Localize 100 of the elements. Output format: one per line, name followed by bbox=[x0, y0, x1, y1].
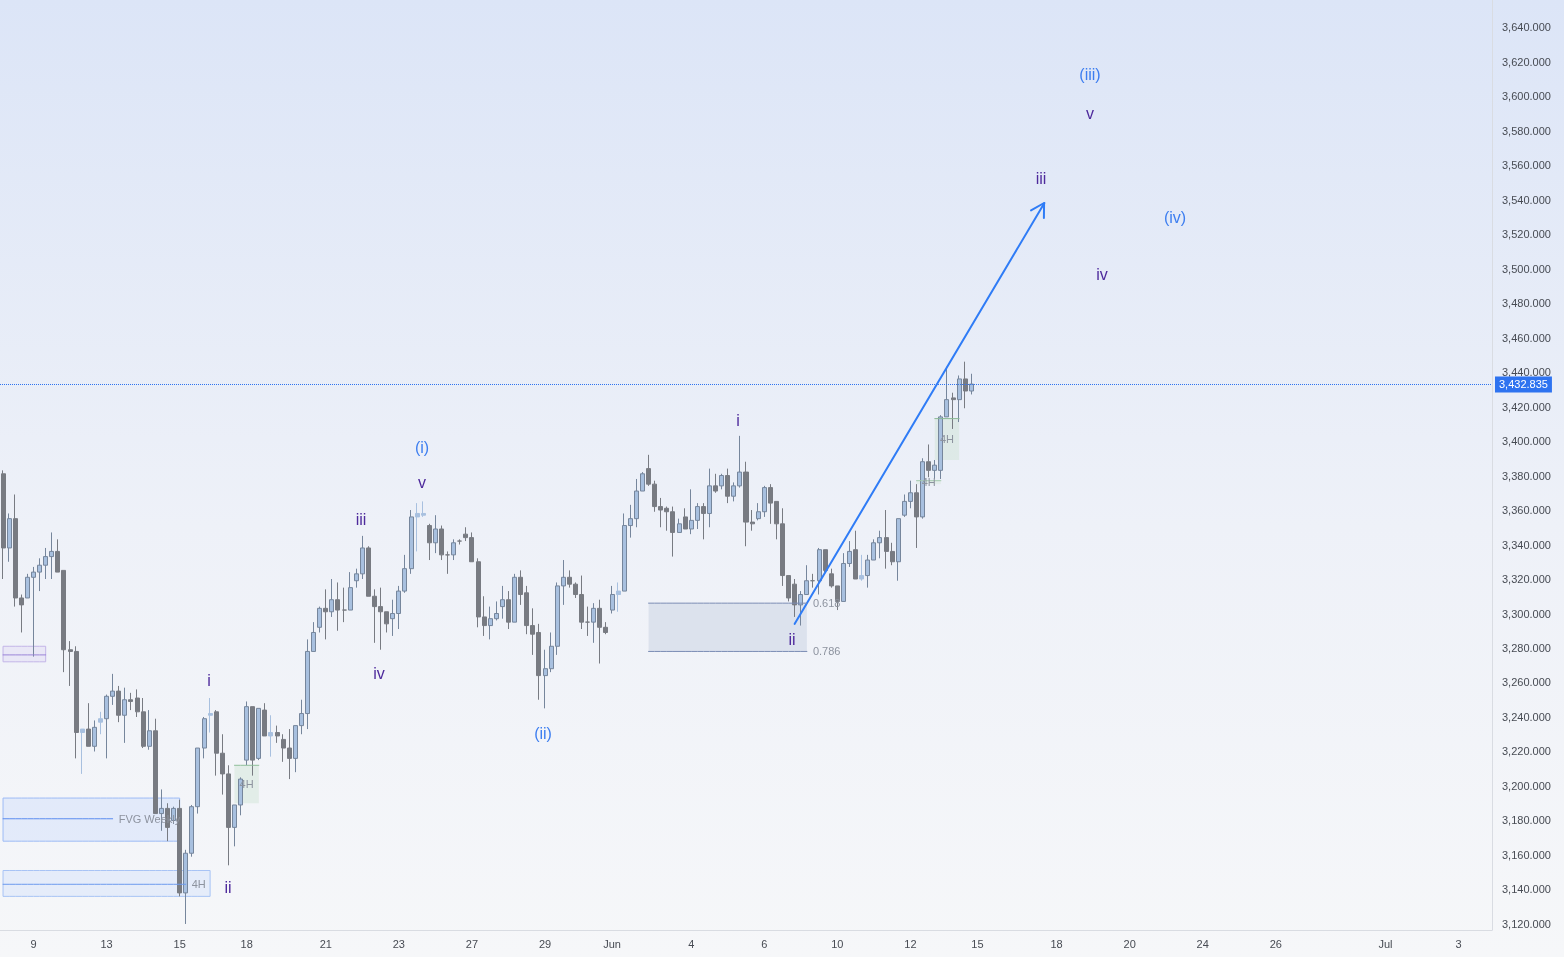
candlestick bbox=[433, 514, 438, 554]
x-tick-label: 15 bbox=[971, 937, 984, 950]
candlestick bbox=[317, 606, 322, 633]
annotation: (iii) bbox=[1079, 65, 1101, 83]
y-tick-label: 3,600.000 bbox=[1502, 90, 1551, 103]
candlestick bbox=[262, 702, 267, 737]
annotation: (iv) bbox=[1163, 208, 1187, 226]
y-tick-label: 3,120.000 bbox=[1502, 917, 1551, 930]
y-tick-label: 3,240.000 bbox=[1502, 710, 1551, 723]
y-tick-label: 3,580.000 bbox=[1502, 124, 1551, 137]
series-label: 4H bbox=[191, 878, 206, 891]
annotation: v bbox=[1086, 104, 1094, 122]
candlestick bbox=[713, 473, 718, 494]
candlestick bbox=[244, 700, 249, 766]
candlestick bbox=[323, 588, 328, 640]
y-tick-label: 3,380.000 bbox=[1502, 469, 1551, 482]
candlestick bbox=[116, 685, 121, 723]
y-tick-label: 3,620.000 bbox=[1502, 55, 1551, 68]
annotation: (ii) bbox=[534, 724, 552, 742]
candlestick bbox=[122, 687, 127, 744]
candlestick bbox=[725, 468, 730, 504]
y-tick-label: 3,520.000 bbox=[1502, 228, 1551, 241]
y-tick-label: 3,460.000 bbox=[1502, 331, 1551, 344]
y-tick-label: 3,300.000 bbox=[1502, 607, 1551, 620]
x-tick-label: 29 bbox=[538, 937, 552, 950]
x-tick-label: 23 bbox=[392, 937, 406, 950]
x-tick-label: Jul bbox=[1378, 937, 1393, 950]
annotation: iv bbox=[373, 664, 385, 682]
x-tick-label: 9 bbox=[30, 937, 37, 950]
candlestick bbox=[591, 602, 596, 644]
annotation: ii bbox=[788, 630, 796, 648]
annotation: iii bbox=[1035, 169, 1047, 187]
x-tick-label: 6 bbox=[761, 937, 768, 950]
candlestick bbox=[445, 550, 450, 575]
series-label: 0.786 bbox=[812, 645, 841, 658]
candlestick bbox=[86, 702, 91, 747]
x-tick-label: 20 bbox=[1123, 937, 1136, 950]
candlestick bbox=[342, 587, 347, 623]
y-tick-label: 3,180.000 bbox=[1502, 814, 1551, 827]
candlestick bbox=[128, 692, 133, 711]
y-tick-label: 3,560.000 bbox=[1502, 159, 1551, 172]
annotation: (i) bbox=[414, 438, 430, 456]
candlestick bbox=[250, 706, 255, 777]
candlestick bbox=[7, 512, 12, 563]
y-tick-label: 3,220.000 bbox=[1502, 745, 1551, 758]
candlestick bbox=[506, 590, 511, 630]
x-tick-label: 10 bbox=[831, 937, 844, 950]
candlestick bbox=[348, 571, 353, 611]
x-tick-label: 24 bbox=[1196, 937, 1209, 950]
x-tick-label: 26 bbox=[1269, 937, 1282, 950]
candlestick bbox=[80, 728, 85, 775]
candlestick bbox=[329, 578, 334, 618]
x-tick-label: Jun bbox=[603, 937, 621, 950]
candlestick bbox=[677, 518, 682, 533]
candlestick bbox=[147, 709, 152, 751]
candlestick bbox=[512, 573, 517, 623]
x-tick-label: 3 bbox=[1455, 937, 1462, 950]
y-tick-label: 3,280.000 bbox=[1502, 642, 1551, 654]
y-tick-label: 3,640.000 bbox=[1502, 21, 1551, 34]
y-tick-label: 3,400.000 bbox=[1502, 435, 1551, 448]
candlestick bbox=[457, 538, 462, 546]
candlestick bbox=[202, 716, 207, 759]
ref-line-label: 3,432.835 bbox=[1499, 378, 1548, 391]
candlestick bbox=[439, 525, 444, 561]
y-tick-label: 3,340.000 bbox=[1502, 538, 1551, 551]
candlestick bbox=[275, 725, 280, 744]
y-tick-label: 3,140.000 bbox=[1502, 883, 1551, 896]
candlestick bbox=[256, 707, 261, 761]
y-tick-label: 3,540.000 bbox=[1502, 193, 1551, 206]
x-tick-label: 18 bbox=[240, 937, 253, 950]
y-tick-label: 3,360.000 bbox=[1502, 504, 1551, 517]
x-tick-label: 18 bbox=[1050, 937, 1063, 950]
annotation: ii bbox=[224, 878, 232, 896]
candlestick bbox=[1, 469, 6, 580]
y-tick-label: 3,200.000 bbox=[1502, 779, 1551, 792]
candlestick bbox=[208, 697, 213, 734]
annotation: iii bbox=[355, 510, 367, 528]
x-tick-label: 12 bbox=[904, 937, 917, 950]
y-tick-label: 3,480.000 bbox=[1502, 297, 1551, 310]
candlestick bbox=[268, 714, 273, 758]
candlestick bbox=[427, 523, 432, 561]
annotation: i bbox=[207, 671, 211, 689]
y-tick-label: 3,160.000 bbox=[1502, 848, 1551, 861]
y-tick-label: 3,420.000 bbox=[1502, 400, 1551, 413]
candlestick bbox=[719, 473, 724, 490]
y-tick-label: 3,500.000 bbox=[1502, 262, 1551, 275]
candlestick bbox=[335, 581, 340, 632]
candlestick bbox=[451, 538, 456, 561]
candlestick bbox=[153, 718, 158, 815]
annotation: iv bbox=[1096, 265, 1108, 283]
annotation: v bbox=[418, 473, 426, 491]
y-tick-label: 3,440.000 bbox=[1502, 366, 1551, 379]
x-tick-label: 27 bbox=[465, 937, 479, 950]
x-tick-label: 13 bbox=[100, 937, 113, 950]
x-tick-label: 21 bbox=[319, 937, 332, 950]
candlestick bbox=[500, 585, 505, 620]
x-tick-label: 4 bbox=[688, 937, 695, 950]
candlestick bbox=[585, 606, 590, 637]
candlestick bbox=[701, 502, 706, 540]
x-tick-label: 15 bbox=[173, 937, 186, 950]
